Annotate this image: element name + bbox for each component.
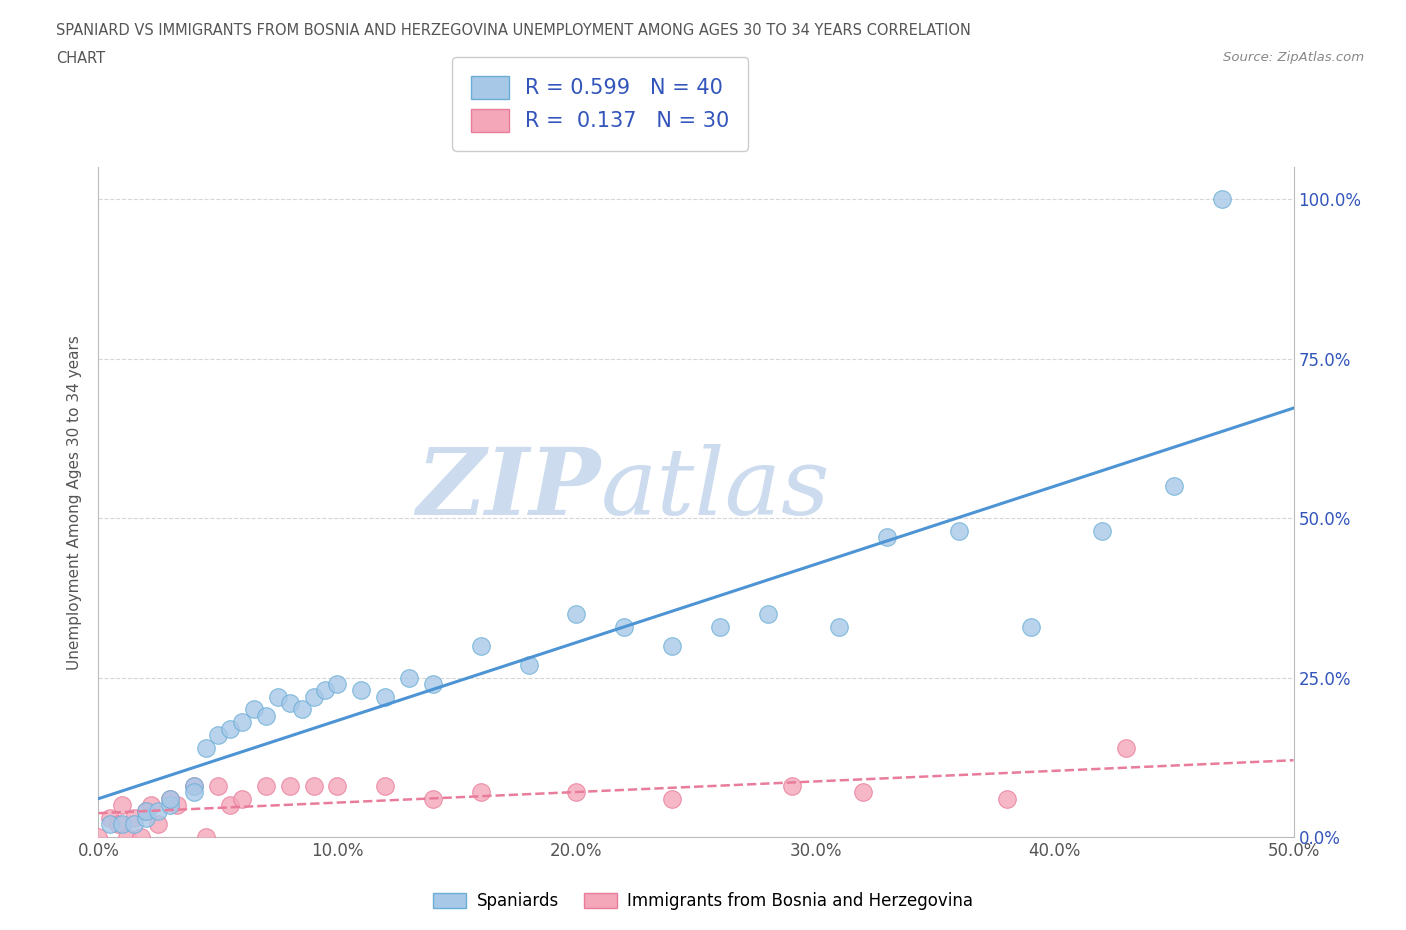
Point [780,778,803,793]
Point [135,804,157,819]
Point [183,785,205,800]
Point [231,715,253,730]
Point [135,804,157,819]
Point [148,804,170,819]
Point [350,683,373,698]
Point [828,619,851,634]
Point [302,778,325,793]
Point [111,798,134,813]
Point [876,530,898,545]
Point [1163,479,1185,494]
Point [422,791,444,806]
Text: Source: ZipAtlas.com: Source: ZipAtlas.com [1223,51,1364,64]
Point [115,830,138,844]
Point [243,702,266,717]
Point [194,740,218,755]
Point [517,658,540,672]
Text: ZIP: ZIP [416,444,600,534]
Point [756,606,779,621]
Point [374,778,396,793]
Point [565,606,588,621]
Point [852,785,875,800]
Point [470,638,492,653]
Text: SPANIARD VS IMMIGRANTS FROM BOSNIA AND HERZEGOVINA UNEMPLOYMENT AMONG AGES 30 TO: SPANIARD VS IMMIGRANTS FROM BOSNIA AND H… [56,23,972,38]
Point [254,709,277,724]
Point [291,702,314,717]
Text: atlas: atlas [600,444,830,534]
Point [231,791,253,806]
Point [374,689,396,704]
Point [139,798,162,813]
Point [278,778,301,793]
Point [302,689,325,704]
Point [995,791,1018,806]
Point [98,817,122,831]
Point [661,791,683,806]
Text: CHART: CHART [56,51,105,66]
Point [278,696,301,711]
Point [1091,524,1114,538]
Point [709,619,731,634]
Point [948,524,970,538]
Point [1115,740,1137,755]
Point [267,689,290,704]
Point [124,817,146,831]
Point [1019,619,1042,634]
Point [398,671,420,685]
Point [107,817,129,831]
Point [159,791,181,806]
Point [98,810,122,825]
Point [219,798,242,813]
Legend: R = 0.599   N = 40, R =  0.137   N = 30: R = 0.599 N = 40, R = 0.137 N = 30 [453,58,748,151]
Point [183,778,205,793]
Legend: Spaniards, Immigrants from Bosnia and Herzegovina: Spaniards, Immigrants from Bosnia and He… [426,885,980,917]
Point [135,810,157,825]
Point [166,798,188,813]
Point [124,810,146,825]
Point [613,619,636,634]
Point [1211,192,1233,206]
Point [470,785,492,800]
Point [326,676,349,691]
Point [315,683,337,698]
Point [565,785,588,800]
Point [207,727,229,742]
Point [131,830,153,844]
Point [661,638,683,653]
Point [148,817,170,831]
Point [254,778,277,793]
Point [87,830,110,844]
Y-axis label: Unemployment Among Ages 30 to 34 years: Unemployment Among Ages 30 to 34 years [67,335,83,670]
Point [422,676,444,691]
Point [183,778,205,793]
Point [194,830,218,844]
Point [207,778,229,793]
Point [326,778,349,793]
Point [159,798,181,813]
Point [111,817,134,831]
Point [219,721,242,736]
Point [159,791,181,806]
